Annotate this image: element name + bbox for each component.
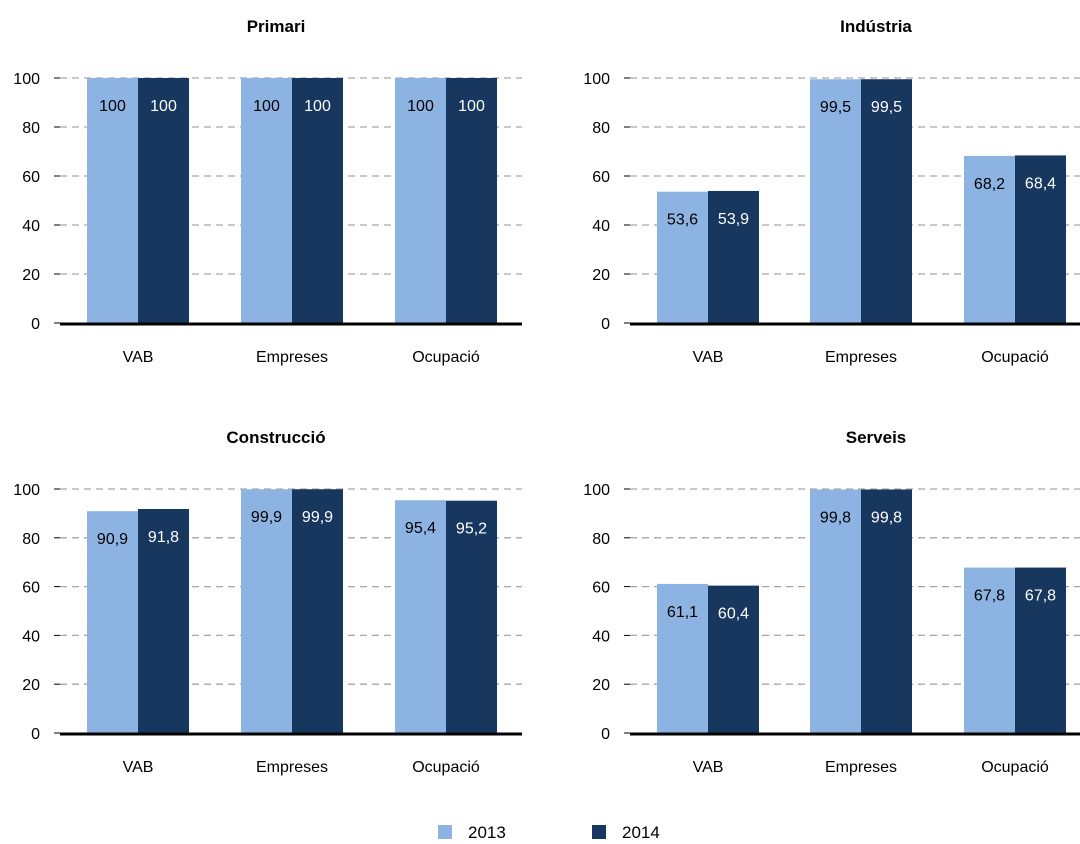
bar-2014-vab bbox=[138, 78, 189, 323]
bar-2014-ocupació bbox=[446, 78, 497, 323]
data-label: 100 bbox=[458, 98, 485, 115]
category-label: Ocupació bbox=[412, 349, 480, 366]
chart-panel-serveis: Serveis 0 20 40 60 80 100 61,1 99,8 67,8 60,4 99,8 6… bbox=[583, 428, 1080, 776]
bar-2014-empreses bbox=[292, 78, 343, 323]
y-tick-label: 100 bbox=[13, 482, 40, 499]
data-label: 53,6 bbox=[667, 212, 698, 229]
y-tick-label: 0 bbox=[31, 726, 40, 743]
y-tick-label: 60 bbox=[592, 169, 610, 186]
data-label: 99,5 bbox=[871, 99, 902, 116]
data-label: 61,1 bbox=[667, 604, 698, 621]
bar-2014-ocupació bbox=[1015, 567, 1066, 733]
y-tick-label: 60 bbox=[22, 580, 40, 597]
legend-label-2014: 2014 bbox=[622, 823, 660, 842]
y-tick-label: 20 bbox=[22, 677, 40, 694]
bar-2013-ocupació bbox=[964, 567, 1015, 733]
y-tick-label: 40 bbox=[22, 628, 40, 645]
bar-2013-ocupació bbox=[964, 155, 1015, 323]
bar-2013-vab bbox=[657, 191, 708, 323]
y-tick-label: 80 bbox=[592, 120, 610, 137]
bar-2014-empreses bbox=[292, 489, 343, 733]
y-tick-label: 80 bbox=[22, 531, 40, 548]
chart-legend: 2013 2014 bbox=[438, 823, 660, 842]
bar-2013-vab bbox=[657, 583, 708, 733]
data-label: 53,9 bbox=[718, 211, 749, 228]
chart-title: Serveis bbox=[846, 428, 907, 447]
category-label: Ocupació bbox=[981, 349, 1049, 366]
bar-2014-empreses bbox=[861, 79, 912, 323]
data-label: 60,4 bbox=[718, 606, 749, 623]
category-label: Empreses bbox=[825, 349, 897, 366]
data-label: 100 bbox=[304, 98, 331, 115]
bar-2014-ocupació bbox=[446, 500, 497, 733]
category-label: Empreses bbox=[256, 349, 328, 366]
y-tick-label: 20 bbox=[592, 677, 610, 694]
category-label: VAB bbox=[123, 349, 154, 366]
category-label: Ocupació bbox=[412, 759, 480, 776]
y-tick-label: 40 bbox=[592, 628, 610, 645]
category-label: VAB bbox=[123, 759, 154, 776]
bar-2014-empreses bbox=[861, 489, 912, 733]
y-tick-label: 100 bbox=[13, 71, 40, 88]
bar-2013-empreses bbox=[241, 489, 292, 733]
bar-2014-vab bbox=[708, 190, 759, 323]
y-tick-label: 40 bbox=[22, 218, 40, 235]
y-tick-label: 100 bbox=[583, 482, 610, 499]
bar-2013-ocupació bbox=[395, 78, 446, 323]
y-tick-label: 20 bbox=[22, 267, 40, 284]
bar-2014-vab bbox=[138, 509, 189, 733]
legend-swatch-2013 bbox=[438, 825, 452, 839]
bar-2013-vab bbox=[87, 511, 138, 733]
category-label: VAB bbox=[693, 349, 724, 366]
y-tick-label: 60 bbox=[22, 169, 40, 186]
bar-2014-vab bbox=[708, 585, 759, 733]
data-label: 68,4 bbox=[1025, 175, 1056, 192]
y-tick-label: 0 bbox=[601, 726, 610, 743]
data-label: 68,2 bbox=[974, 176, 1005, 193]
bar-2014-ocupació bbox=[1015, 155, 1066, 323]
chart-panel-construccio: Construcció 0 20 40 60 80 100 90,9 99,9 95,4 91,8 9… bbox=[13, 428, 522, 776]
chart-panels: Primari 0 20 40 60 80 100 100 100 100 100 100 100 VAB… bbox=[13, 17, 1080, 776]
data-label: 100 bbox=[150, 98, 177, 115]
data-label: 100 bbox=[99, 98, 126, 115]
bar-2013-empreses bbox=[810, 489, 861, 733]
legend-label-2013: 2013 bbox=[468, 823, 506, 842]
data-label: 91,8 bbox=[148, 529, 179, 546]
category-label: VAB bbox=[693, 759, 724, 776]
data-label: 67,8 bbox=[1025, 588, 1056, 605]
data-label: 99,9 bbox=[251, 509, 282, 526]
chart-title: Primari bbox=[247, 17, 306, 36]
data-label: 99,9 bbox=[302, 509, 333, 526]
y-tick-label: 20 bbox=[592, 267, 610, 284]
bar-2013-vab bbox=[87, 78, 138, 323]
category-label: Empreses bbox=[825, 759, 897, 776]
chart-panel-industria: Indústria 0 20 40 60 80 100 53,6 99,5 68,2 53,9 99,… bbox=[583, 17, 1080, 366]
category-label: Empreses bbox=[256, 759, 328, 776]
data-label: 95,4 bbox=[405, 520, 436, 537]
data-label: 95,2 bbox=[456, 521, 487, 538]
data-label: 99,8 bbox=[820, 509, 851, 526]
bar-2013-empreses bbox=[241, 78, 292, 323]
bar-2013-empreses bbox=[810, 79, 861, 323]
data-label: 100 bbox=[253, 98, 280, 115]
bar-2013-ocupació bbox=[395, 500, 446, 733]
category-label: Ocupació bbox=[981, 759, 1049, 776]
data-label: 90,9 bbox=[97, 531, 128, 548]
y-tick-label: 100 bbox=[583, 71, 610, 88]
y-tick-label: 80 bbox=[22, 120, 40, 137]
data-label: 67,8 bbox=[974, 588, 1005, 605]
chart-title: Construcció bbox=[226, 428, 325, 447]
y-tick-label: 0 bbox=[601, 316, 610, 333]
data-label: 100 bbox=[407, 98, 434, 115]
chart-panel-primari: Primari 0 20 40 60 80 100 100 100 100 100 100 100 VAB… bbox=[13, 17, 522, 366]
data-label: 99,5 bbox=[820, 99, 851, 116]
y-tick-label: 0 bbox=[31, 316, 40, 333]
data-label: 99,8 bbox=[871, 509, 902, 526]
y-tick-label: 80 bbox=[592, 531, 610, 548]
chart-title: Indústria bbox=[840, 17, 912, 36]
y-tick-label: 40 bbox=[592, 218, 610, 235]
y-tick-label: 60 bbox=[592, 580, 610, 597]
legend-swatch-2014 bbox=[592, 825, 606, 839]
